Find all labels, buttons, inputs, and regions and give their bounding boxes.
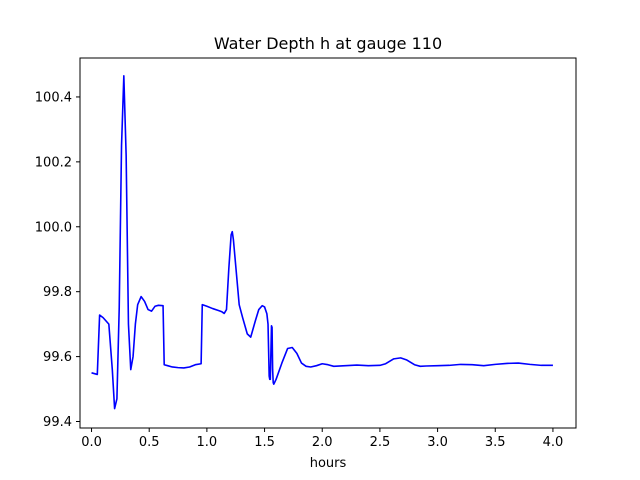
series-lines <box>91 75 553 410</box>
x-tick-label: 3.0 <box>427 435 448 450</box>
y-tick-label: 99.6 <box>43 350 72 365</box>
x-tick-label: 0.0 <box>81 435 102 450</box>
x-tick-label: 1.0 <box>197 435 218 450</box>
x-axis-ticks: 0.0 0.5 1.0 1.5 2.0 2.5 3.0 3.5 4.0 <box>81 428 563 450</box>
x-axis-label: hours <box>310 456 347 471</box>
y-axis-ticks: 99.4 99.6 99.8 100.0 100.2 100.4 <box>35 90 80 430</box>
plot-frame <box>79 57 577 429</box>
x-tick-label: 3.5 <box>485 435 506 450</box>
x-tick-label: 2.0 <box>312 435 333 450</box>
y-tick-label: 100.0 <box>35 220 72 235</box>
y-tick-label: 99.8 <box>43 285 72 300</box>
x-tick-label: 1.5 <box>254 435 275 450</box>
x-tick-label: 2.5 <box>370 435 391 450</box>
y-tick-label: 100.2 <box>35 155 72 170</box>
y-tick-label: 100.4 <box>35 90 72 105</box>
y-tick-label: 99.4 <box>43 415 72 430</box>
x-tick-label: 4.0 <box>543 435 564 450</box>
chart-title: Water Depth h at gauge 110 <box>214 34 442 53</box>
x-tick-label: 0.5 <box>139 435 160 450</box>
water-depth-series-line <box>91 75 553 410</box>
